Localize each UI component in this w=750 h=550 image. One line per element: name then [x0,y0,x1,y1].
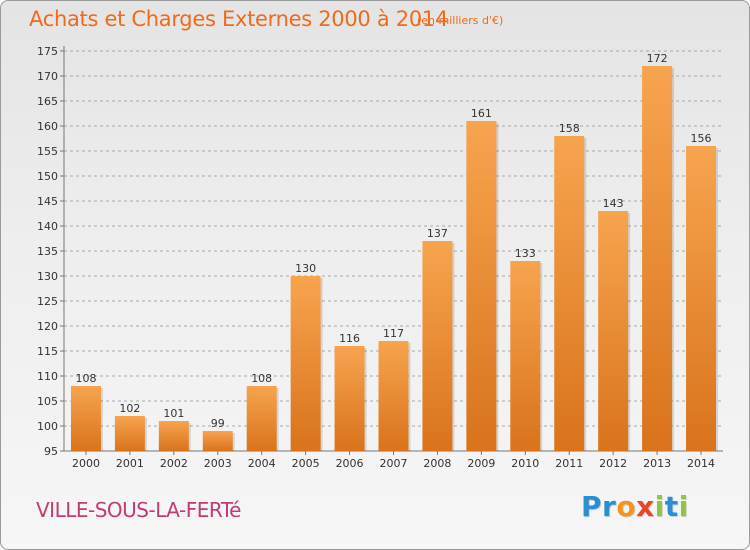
logo-letter: o [616,490,637,523]
bar-value-label: 117 [383,327,404,340]
x-tick-label: 2010 [511,457,539,470]
y-tick-label: 135 [37,245,58,258]
bar-value-label: 156 [691,132,712,145]
chart-unit: (en milliers d'€) [417,14,504,27]
logo-letter: r [602,490,617,523]
y-tick-label: 165 [37,95,58,108]
bar [642,66,673,451]
y-tick-label: 125 [37,295,58,308]
x-tick-label: 2009 [467,457,495,470]
bar-value-label: 102 [119,402,140,415]
x-tick-label: 2008 [423,457,451,470]
bar-value-label: 143 [603,197,624,210]
bar-value-label: 158 [559,122,580,135]
x-tick-label: 2003 [204,457,232,470]
y-tick-label: 160 [37,120,58,133]
bar [114,416,145,451]
x-tick-label: 2013 [643,457,671,470]
y-tick-label: 170 [37,70,58,83]
bar-value-label: 133 [515,247,536,260]
x-tick-label: 2007 [380,457,408,470]
y-tick-label: 155 [37,145,58,158]
bar [378,341,409,451]
bar-value-label: 108 [251,372,272,385]
y-tick-label: 110 [37,370,58,383]
bar [686,146,717,451]
y-tick-label: 120 [37,320,58,333]
bar-value-label: 172 [647,52,668,65]
x-tick-label: 2014 [687,457,715,470]
x-tick-label: 2004 [248,457,276,470]
bar [158,421,189,451]
bar-value-label: 130 [295,262,316,275]
y-tick-label: 145 [37,195,58,208]
logo-letter: i [678,490,689,523]
bar [70,386,101,451]
x-tick-label: 2011 [555,457,583,470]
bar [246,386,277,451]
bar-value-label: 101 [163,407,184,420]
bar-value-label: 108 [75,372,96,385]
bar [510,261,541,451]
logo-letter: x [636,490,655,523]
y-tick-label: 105 [37,395,58,408]
proxiti-logo: Proxiti [581,490,689,523]
y-tick-label: 95 [44,445,58,458]
bar [334,346,365,451]
bar-value-label: 161 [471,107,492,120]
chart-title: Achats et Charges Externes 2000 à 2014 [29,7,449,31]
bar-value-label: 116 [339,332,360,345]
bar-value-label: 137 [427,227,448,240]
y-tick-label: 150 [37,170,58,183]
y-tick-label: 100 [37,420,58,433]
y-tick-label: 140 [37,220,58,233]
x-tick-label: 2006 [336,457,364,470]
bar [554,136,585,451]
x-tick-label: 2001 [116,457,144,470]
x-tick-label: 2012 [599,457,627,470]
logo-letter: t [664,490,679,523]
bar-value-label: 99 [211,417,225,430]
logo-letter: i [654,490,665,523]
y-tick-label: 130 [37,270,58,283]
bar [202,431,233,451]
town-name: VILLE-SOUS-LA-FERTé [36,498,241,522]
bar [598,211,629,451]
logo-letter: P [581,490,603,523]
bar [466,121,497,451]
x-tick-label: 2002 [160,457,188,470]
bar [290,276,321,451]
y-tick-label: 115 [37,345,58,358]
y-tick-label: 175 [37,45,58,58]
bar [422,241,453,451]
x-tick-label: 2000 [72,457,100,470]
x-tick-label: 2005 [292,457,320,470]
